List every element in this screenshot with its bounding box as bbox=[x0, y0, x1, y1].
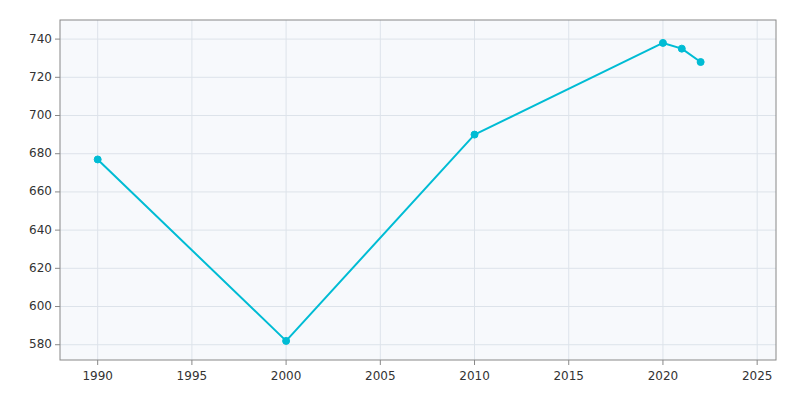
y-grid-line bbox=[60, 115, 776, 116]
y-tick bbox=[55, 77, 60, 78]
x-tick-label: 2025 bbox=[742, 369, 773, 383]
x-tick bbox=[191, 360, 192, 365]
y-tick-label: 660 bbox=[29, 184, 52, 198]
x-tick-label: 1990 bbox=[82, 369, 113, 383]
y-tick bbox=[55, 306, 60, 307]
x-tick bbox=[757, 360, 758, 365]
chart-container: 580 600 620 640 660 680 700 720 740 1990 1995 2000 2… bbox=[0, 0, 800, 400]
point bbox=[283, 337, 290, 344]
chart-svg: 580 600 620 640 660 680 700 720 740 1990 1995 2000 2… bbox=[0, 0, 800, 400]
y-tick-label: 720 bbox=[29, 70, 52, 84]
x-tick bbox=[97, 360, 98, 365]
y-tick bbox=[55, 191, 60, 192]
y-grid-line bbox=[60, 306, 776, 307]
x-tick-label: 2015 bbox=[553, 369, 584, 383]
point bbox=[471, 131, 478, 138]
y-tick bbox=[55, 268, 60, 269]
x-grid-line bbox=[474, 20, 475, 360]
y-tick bbox=[55, 344, 60, 345]
y-tick-label: 600 bbox=[29, 299, 52, 313]
y-tick bbox=[55, 153, 60, 154]
x-grid-line bbox=[568, 20, 569, 360]
x-tick-label: 2010 bbox=[459, 369, 490, 383]
y-tick bbox=[55, 230, 60, 231]
y-grid-line bbox=[60, 39, 776, 40]
plot-background bbox=[60, 20, 776, 360]
y-tick-label: 640 bbox=[29, 223, 52, 237]
x-tick-label: 1995 bbox=[177, 369, 208, 383]
x-tick-label: 2020 bbox=[648, 369, 679, 383]
y-grid-line bbox=[60, 153, 776, 154]
y-tick-label: 740 bbox=[29, 32, 52, 46]
x-grid-line bbox=[286, 20, 287, 360]
y-tick-label: 700 bbox=[29, 108, 52, 122]
y-tick bbox=[55, 115, 60, 116]
x-grid-line bbox=[191, 20, 192, 360]
y-grid-line bbox=[60, 344, 776, 345]
y-grid-line bbox=[60, 191, 776, 192]
y-tick-label: 680 bbox=[29, 146, 52, 160]
x-tick bbox=[568, 360, 569, 365]
x-tick bbox=[662, 360, 663, 365]
point bbox=[94, 156, 101, 163]
y-tick bbox=[55, 39, 60, 40]
x-tick bbox=[380, 360, 381, 365]
x-grid-line bbox=[380, 20, 381, 360]
y-tick-label: 620 bbox=[29, 261, 52, 275]
plot-frame bbox=[60, 20, 776, 360]
x-tick bbox=[286, 360, 287, 365]
point bbox=[659, 39, 666, 46]
x-grid-line bbox=[97, 20, 98, 360]
y-grid-line bbox=[60, 77, 776, 78]
x-grid-line bbox=[662, 20, 663, 360]
axes: 580 600 620 640 660 680 700 720 740 1990 1995 2000 2… bbox=[29, 32, 772, 383]
line bbox=[98, 43, 701, 341]
grid bbox=[60, 20, 776, 360]
y-tick-label: 580 bbox=[29, 337, 52, 351]
x-tick-label: 2000 bbox=[271, 369, 302, 383]
x-tick bbox=[474, 360, 475, 365]
y-grid-line bbox=[60, 268, 776, 269]
point bbox=[678, 45, 685, 52]
series bbox=[94, 39, 704, 344]
point bbox=[697, 59, 704, 66]
x-tick-label: 2005 bbox=[365, 369, 396, 383]
x-grid-line bbox=[757, 20, 758, 360]
y-grid-line bbox=[60, 230, 776, 231]
